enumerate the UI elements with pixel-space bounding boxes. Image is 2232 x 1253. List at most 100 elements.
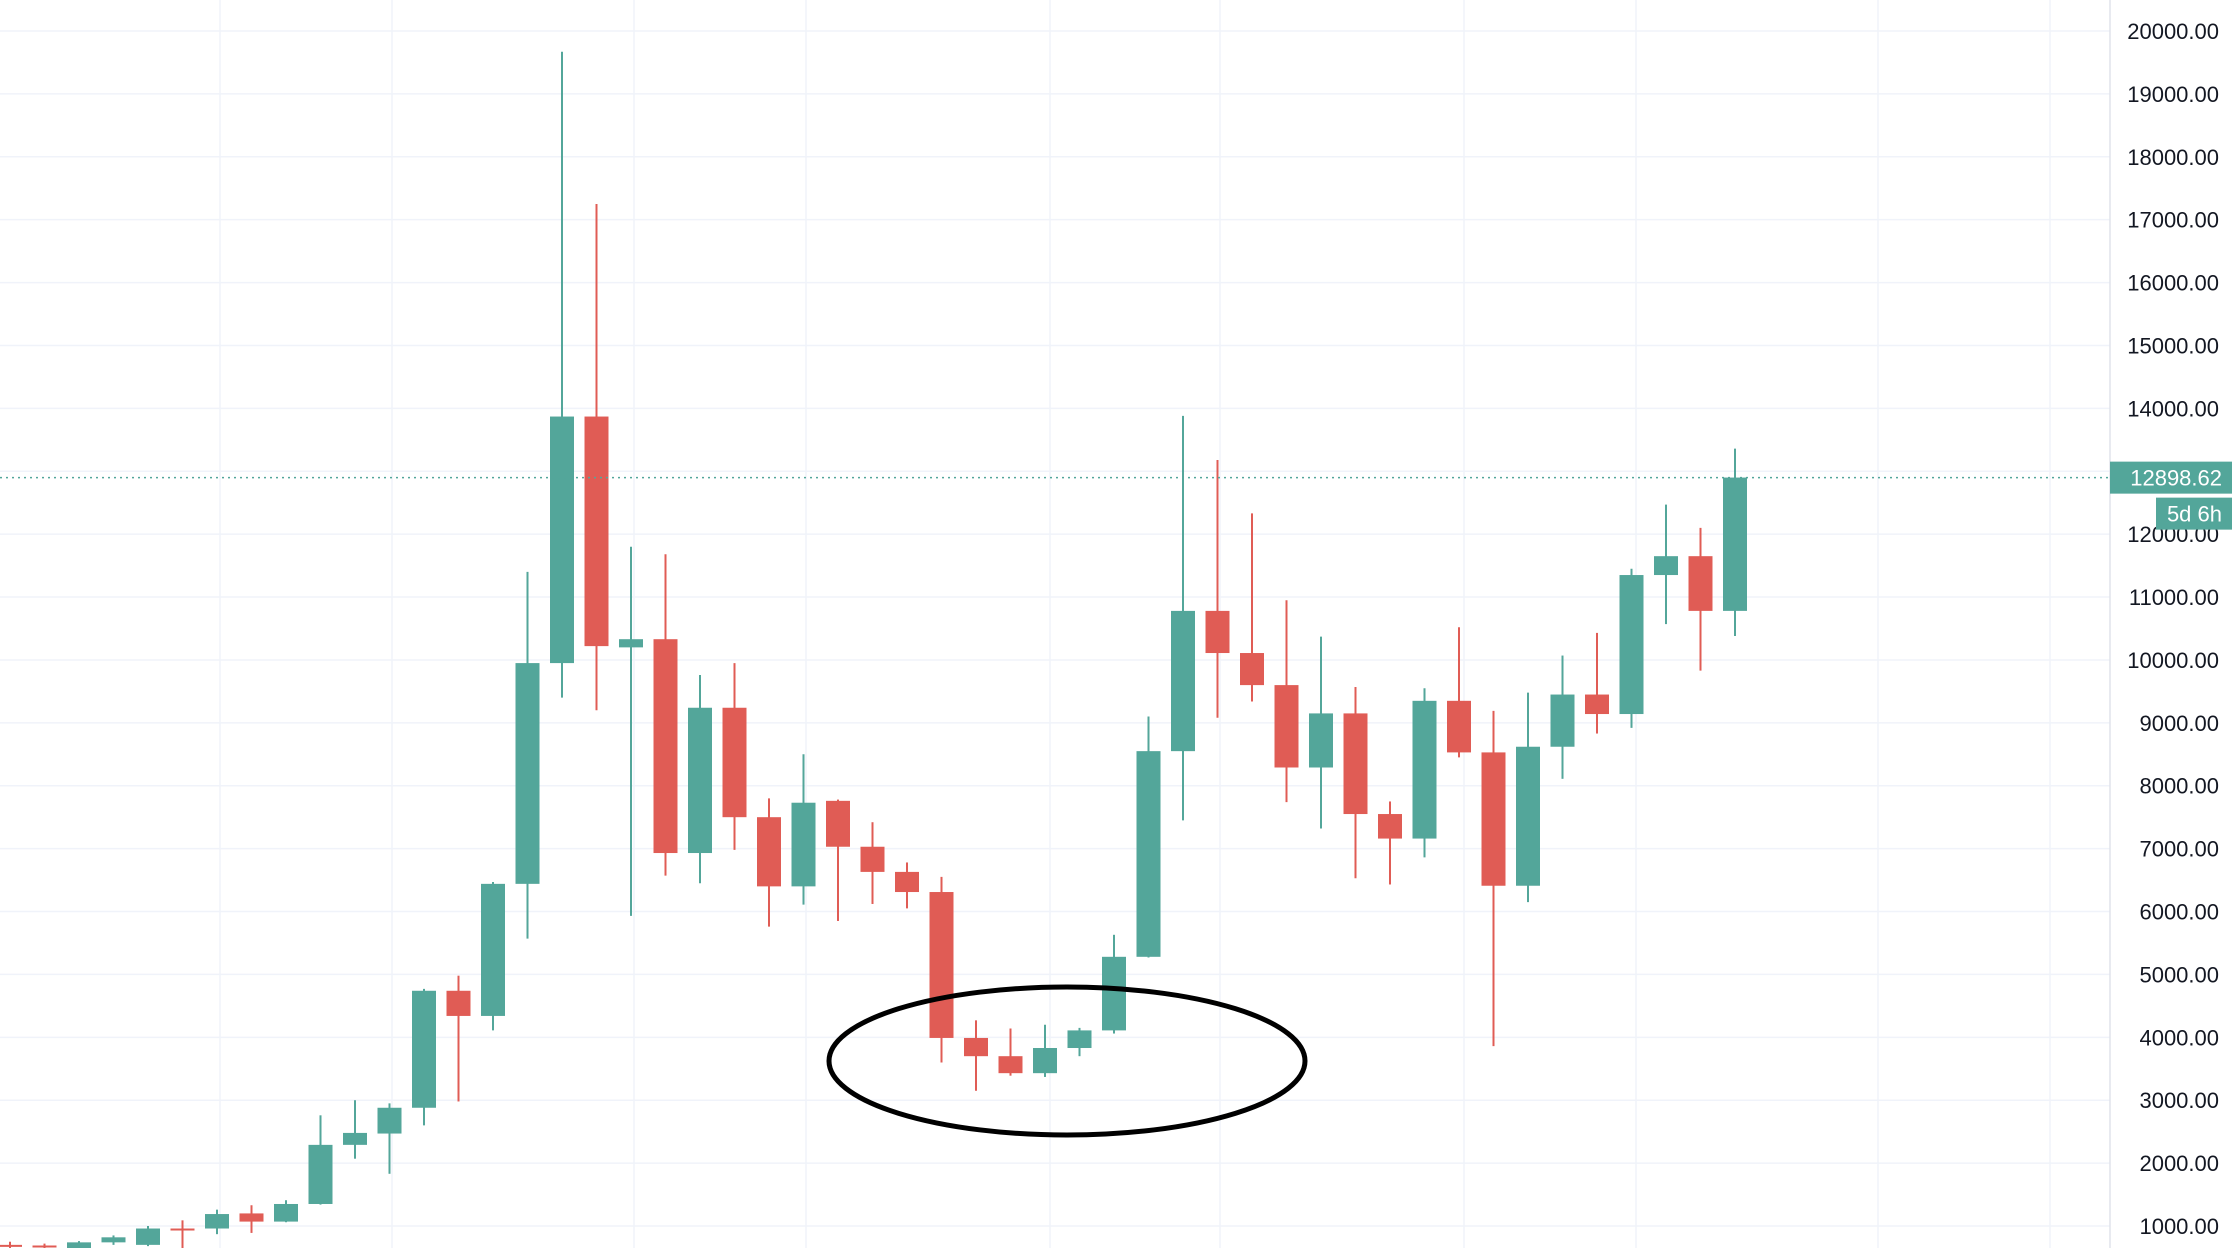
candle-body: [343, 1132, 367, 1145]
candle: [929, 876, 954, 1063]
countdown-tag-bg: [2156, 497, 2232, 530]
y-tick-label: 18000.00: [2127, 145, 2219, 170]
y-tick-label: 19000.00: [2127, 82, 2219, 107]
candle-body: [1585, 694, 1609, 715]
candle-body: [274, 1203, 298, 1222]
candle: [1481, 710, 1506, 1047]
candle-body: [1102, 956, 1126, 1031]
candle-body: [481, 883, 505, 1016]
candle: [653, 554, 678, 876]
candle: [446, 975, 471, 1102]
candle: [1619, 568, 1644, 728]
candle: [308, 1115, 333, 1205]
candle: [1274, 600, 1299, 803]
candle: [239, 1205, 264, 1233]
candle-body: [1688, 556, 1713, 611]
candle-body: [1619, 575, 1644, 715]
y-tick-label: 10000.00: [2127, 648, 2219, 673]
y-tick-label: 14000.00: [2127, 396, 2219, 421]
candle-body: [1205, 610, 1230, 654]
candle: [101, 1235, 126, 1245]
y-tick-label: 17000.00: [2127, 208, 2219, 233]
candle-body: [412, 990, 436, 1108]
candle: [32, 1243, 57, 1249]
candle-body: [446, 990, 471, 1016]
candle-body: [998, 1056, 1023, 1074]
y-tick-label: 6000.00: [2139, 900, 2219, 925]
candle: [205, 1209, 229, 1235]
candle-body: [688, 707, 712, 854]
y-tick-label: 11000.00: [2129, 585, 2219, 610]
price-axis-background: [2110, 0, 2232, 1248]
candle-body: [1240, 653, 1264, 686]
candle-body: [1481, 752, 1506, 886]
candle: [1447, 627, 1471, 758]
candle-body: [895, 871, 919, 893]
candle-body: [1412, 700, 1437, 839]
grid-layer: [0, 0, 2110, 1248]
candle: [550, 51, 574, 698]
candle-body: [1309, 713, 1333, 768]
candle: [1516, 692, 1540, 903]
candle: [826, 799, 850, 921]
candle: [1723, 448, 1747, 637]
candle-body: [1171, 610, 1195, 752]
candle: [1654, 504, 1678, 625]
candle-body: [67, 1242, 91, 1249]
candle-body: [964, 1037, 988, 1057]
candle: [1067, 1027, 1092, 1057]
candle: [619, 546, 643, 916]
candle-body: [1723, 477, 1747, 611]
y-tick-label: 5000.00: [2139, 962, 2219, 987]
candle: [0, 1241, 22, 1249]
candle: [584, 203, 609, 711]
y-tick-label: 9000.00: [2139, 711, 2219, 736]
candle-body: [826, 800, 850, 847]
candle-body: [1516, 746, 1540, 886]
y-tick-label: 7000.00: [2139, 837, 2219, 862]
candle-body: [1343, 713, 1368, 815]
candle: [1585, 632, 1609, 734]
candle-body: [653, 639, 678, 854]
candle-body: [32, 1245, 57, 1248]
y-tick-label: 1000.00: [2139, 1214, 2219, 1239]
candle: [1033, 1024, 1057, 1077]
candle-body: [1033, 1048, 1057, 1074]
last-price-tag: 12898.62: [2110, 461, 2232, 494]
candle-body: [101, 1237, 126, 1243]
countdown-label: 5d 6h: [2167, 502, 2222, 527]
candle: [412, 988, 436, 1126]
candle-body: [584, 416, 609, 647]
y-tick-label: 20000.00: [2127, 19, 2219, 44]
candle: [791, 754, 816, 905]
candle-body: [1654, 556, 1678, 576]
candle: [1688, 527, 1713, 671]
candle-body: [550, 416, 574, 664]
candle-body: [136, 1228, 160, 1245]
candle: [67, 1241, 91, 1250]
candle-body: [929, 892, 954, 1038]
candle: [274, 1200, 298, 1223]
candle-body: [1136, 751, 1161, 957]
candle: [1240, 513, 1264, 702]
last-price-tag-bg: [2110, 461, 2232, 494]
candle: [1343, 686, 1368, 879]
candle-body: [1447, 700, 1471, 753]
highlight-ellipse: [826, 984, 1308, 1138]
y-tick-label: 15000.00: [2127, 333, 2219, 358]
candle: [1412, 688, 1437, 858]
last-price-line-layer: 12898.62 5d 6h: [0, 461, 2232, 530]
candle-layer: [0, 51, 1747, 1250]
y-tick-label: 16000.00: [2127, 271, 2219, 296]
candle: [1309, 636, 1333, 829]
candle-body: [757, 817, 781, 887]
candle: [688, 675, 712, 884]
candle-body: [619, 639, 643, 648]
candle-body: [1550, 694, 1575, 747]
candle-body: [1274, 685, 1299, 768]
candle: [481, 881, 505, 1031]
price-axis[interactable]: 1000.00 2000.00 3000.00 4000.00 5000.00 6000.…: [2109, 0, 2232, 1248]
candle: [860, 822, 885, 904]
